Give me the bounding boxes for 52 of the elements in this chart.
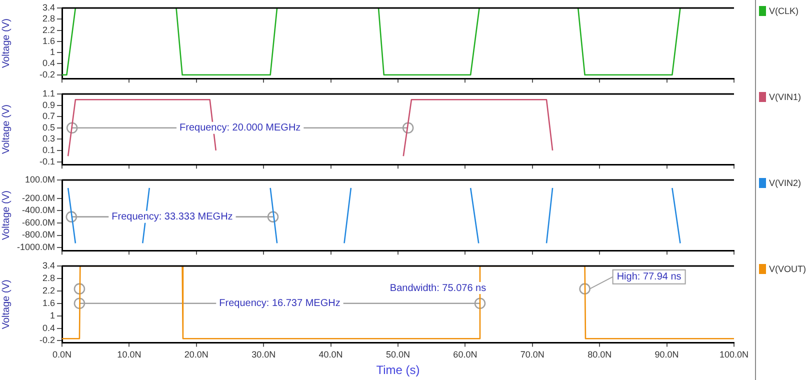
x-tick-label: 30.0N <box>252 350 276 360</box>
y-tick-label: 1.6 <box>42 36 55 46</box>
y-tick-label: -0.1 <box>39 156 55 166</box>
y-tick-label: 0.1 <box>42 144 55 155</box>
y-tick-label: 0.3 <box>42 134 55 144</box>
y-tick-label: 1 <box>50 47 55 58</box>
annotation: High: 77.94 ns <box>616 272 682 283</box>
y-tick-label: 3.4 <box>42 260 55 270</box>
y-tick-label: -600.0M <box>22 217 55 228</box>
x-tick-label: 70.0N <box>520 350 544 360</box>
y-tick-label: 2.2 <box>42 285 55 296</box>
y-tick-label: 3.4 <box>42 2 55 12</box>
x-tick-label: 40.0N <box>318 350 343 360</box>
x-axis-title: Time (s) <box>376 363 420 378</box>
y-tick-label: 1.1 <box>42 88 55 98</box>
x-tick-label: 0.0N <box>52 350 72 360</box>
y-tick-label: -0.2 <box>39 69 55 80</box>
annotation: Frequency: 16.737 MEGHz <box>219 298 340 310</box>
y-tick-label: 100.0M <box>24 174 55 184</box>
annotation: Frequency: 20.000 MEGHz <box>179 122 301 134</box>
y-tick-label: 0.4 <box>42 58 55 68</box>
y-axis-title: Voltage (V) <box>0 190 12 240</box>
legend-label: V(VIN2) <box>769 178 802 188</box>
y-tick-label: 2.8 <box>42 272 55 283</box>
y-tick-label: 1.6 <box>42 298 55 308</box>
annotation: Bandwidth: 75.076 ns <box>390 282 486 294</box>
y-axis-title: Voltage (V) <box>0 18 12 68</box>
y-tick-label: 0.7 <box>42 111 55 122</box>
y-tick-label: -400.0M <box>22 205 55 216</box>
annotation: Frequency: 33.333 MEGHz <box>112 212 233 223</box>
y-tick-label: 0.5 <box>42 122 55 132</box>
y-tick-label: 0.4 <box>42 322 55 333</box>
legend-label: V(CLK) <box>769 6 799 16</box>
y-tick-label: -800.0M <box>22 230 55 240</box>
y-tick-label: 2.8 <box>42 14 55 24</box>
y-tick-label: -200.0M <box>22 192 55 203</box>
y-tick-label: -0.2 <box>39 335 55 346</box>
x-tick-label: 60.0N <box>453 350 478 360</box>
x-tick-label: 80.0N <box>588 350 612 360</box>
x-tick-label: 50.0N <box>386 350 410 360</box>
legend-label: V(VOUT) <box>769 264 806 274</box>
y-tick-label: 0.9 <box>42 100 55 110</box>
y-tick-label: -1000.0M <box>16 242 55 252</box>
y-tick-label: 1 <box>50 310 55 320</box>
x-tick-label: 20.0N <box>184 350 208 360</box>
y-axis-title: Voltage (V) <box>0 104 12 154</box>
y-axis-title: Voltage (V) <box>0 280 12 330</box>
y-tick-label: 2.2 <box>42 24 55 35</box>
x-tick-label: 10.0N <box>117 350 142 360</box>
x-tick-label: 100.0N <box>719 350 749 360</box>
legend-label: V(VIN1) <box>769 92 802 102</box>
x-tick-label: 90.0N <box>654 350 679 360</box>
